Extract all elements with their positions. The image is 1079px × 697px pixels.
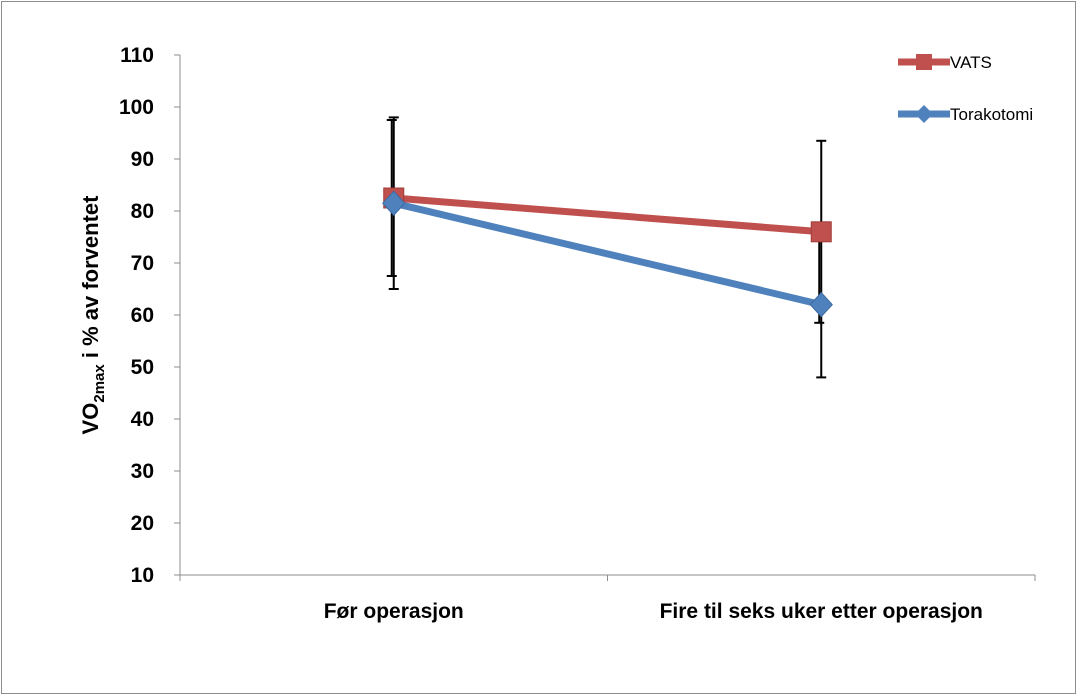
y-tick-label: 10 (131, 564, 154, 587)
legend-marker-vats (916, 54, 932, 70)
y-axis-title: VO2max i % av forventet (78, 195, 108, 435)
y-tick-label: 100 (119, 96, 154, 119)
y-tick-label: 80 (131, 200, 154, 223)
y-tick-label: 70 (131, 252, 154, 275)
y-tick-label: 40 (131, 408, 154, 431)
data-point-torakotomi (809, 291, 833, 318)
y-tick-label: 50 (131, 356, 154, 379)
y-tick-label: 110 (120, 44, 154, 67)
legend-label-torakotomi: Torakotomi (950, 105, 1033, 124)
x-tick-label: Fire til seks uker etter operasjon (660, 600, 983, 623)
y-tick-label: 20 (131, 512, 154, 535)
data-point-vats (810, 221, 832, 243)
series-line-torakotomi (392, 199, 823, 309)
y-tick-label: 90 (131, 148, 154, 171)
data-point-torakotomi (382, 190, 406, 216)
series-line-vats (393, 194, 822, 236)
legend-marker-torakotomi (915, 105, 933, 123)
y-tick-label: 60 (131, 304, 154, 327)
legend-label-vats: VATS (950, 53, 992, 72)
y-tick-label: 30 (131, 460, 154, 483)
x-tick-label: Før operasjon (324, 600, 464, 623)
